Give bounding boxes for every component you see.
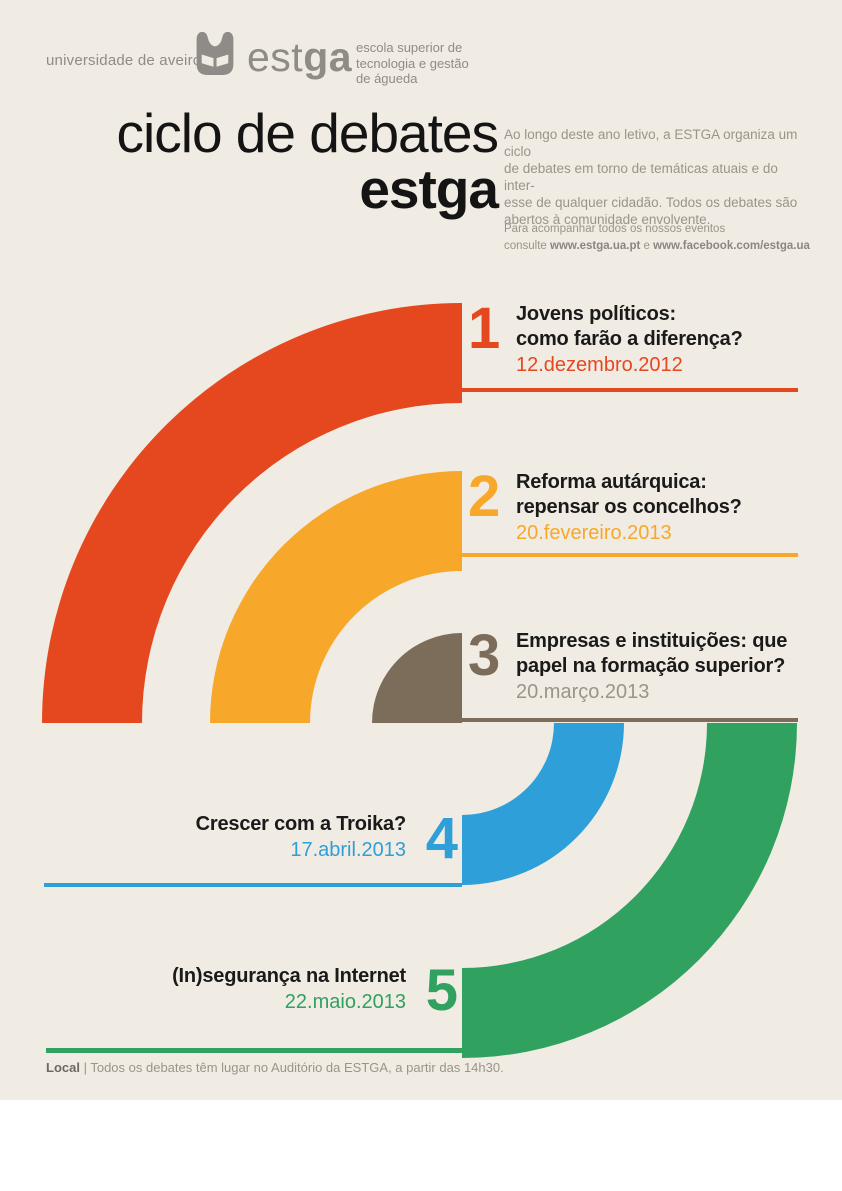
arc-item-3 <box>372 633 462 723</box>
item-5-date: 22.maio.2013 <box>284 991 406 1013</box>
debate-item-5: 5 (In)segurança na Internet 22.maio.2013 <box>44 958 458 1023</box>
item-2-title: Reforma autárquica: repensar os concelho… <box>516 471 742 518</box>
footer: Media Partners: Diário de Aveiro terrano… <box>0 1100 842 1191</box>
events-note-prefix: consulte <box>504 239 551 252</box>
debate-item-1: 1 Jovens políticos: como farão a diferen… <box>466 296 816 378</box>
item-4-title: Crescer com a Troika? <box>195 813 407 835</box>
arc-item-5 <box>462 723 797 1058</box>
item-4-date: 17.abril.2013 <box>290 839 406 861</box>
intro-paragraph: Ao longo deste ano letivo, a ESTGA organ… <box>504 127 798 227</box>
divider-item-1 <box>462 388 798 392</box>
item-5-title: (In)segurança na Internet <box>172 965 406 987</box>
arc-item-2 <box>210 471 462 723</box>
title-line-1: ciclo de debates <box>116 102 500 164</box>
item-2-date: 20.fevereiro.2013 <box>516 522 672 544</box>
item-3-date: 20.março.2013 <box>516 681 650 703</box>
poster-canvas: universidade de aveiro estga escola supe… <box>0 0 842 1100</box>
item-1-date: 12.dezembro.2012 <box>516 354 683 376</box>
ua-castle-logo-icon <box>196 31 234 75</box>
divider-item-5 <box>46 1048 462 1053</box>
title-line-2: estga <box>359 158 499 220</box>
debate-item-4: 4 Crescer com a Troika? 17.abril.2013 <box>44 806 458 871</box>
events-url-facebook: www.facebook.com/estga.ua <box>653 239 810 252</box>
debate-item-2: 2 Reforma autárquica: repensar os concel… <box>466 464 816 546</box>
item-1-number: 1 <box>468 296 501 361</box>
item-3-number: 3 <box>468 623 501 688</box>
events-note-line2: consulte www.estga.ua.pt e www.facebook.… <box>504 238 814 255</box>
item-2-number: 2 <box>468 464 501 529</box>
item-4-number: 4 <box>425 806 458 871</box>
item-1-title: Jovens políticos: como farão a diferença… <box>516 303 743 350</box>
divider-item-4 <box>44 883 462 887</box>
divider-item-2 <box>462 553 798 557</box>
events-note: Para acompanhar todos os nossos eventos … <box>504 221 814 254</box>
debate-item-3: 3 Empresas e instituições: que papel na … <box>466 623 816 705</box>
item-3-title: Empresas e instituições: que papel na fo… <box>516 630 788 677</box>
estga-wordmark-light: est <box>247 34 304 80</box>
page-title: ciclo de debates estga <box>46 102 500 220</box>
events-note-connector: e <box>640 239 654 252</box>
events-url-estga: www.estga.ua.pt <box>550 239 641 252</box>
university-name: universidade de aveiro <box>46 52 202 69</box>
location-text: Todos os debates têm lugar no Auditório … <box>90 1060 504 1075</box>
arc-item-1 <box>42 303 462 723</box>
estga-wordmark: estga <box>247 34 352 81</box>
location-label: Local <box>46 1060 80 1075</box>
divider-item-3 <box>462 718 798 722</box>
location-separator: | <box>79 1060 91 1075</box>
school-name: escola superior de tecnologia e gestão d… <box>356 40 469 86</box>
estga-wordmark-bold: ga <box>303 34 353 80</box>
arc-item-4 <box>462 723 624 885</box>
events-note-line1: Para acompanhar todos os nossos eventos <box>504 223 726 235</box>
item-5-number: 5 <box>425 958 458 1023</box>
location-note: Local | Todos os debates têm lugar no Au… <box>46 1060 504 1075</box>
